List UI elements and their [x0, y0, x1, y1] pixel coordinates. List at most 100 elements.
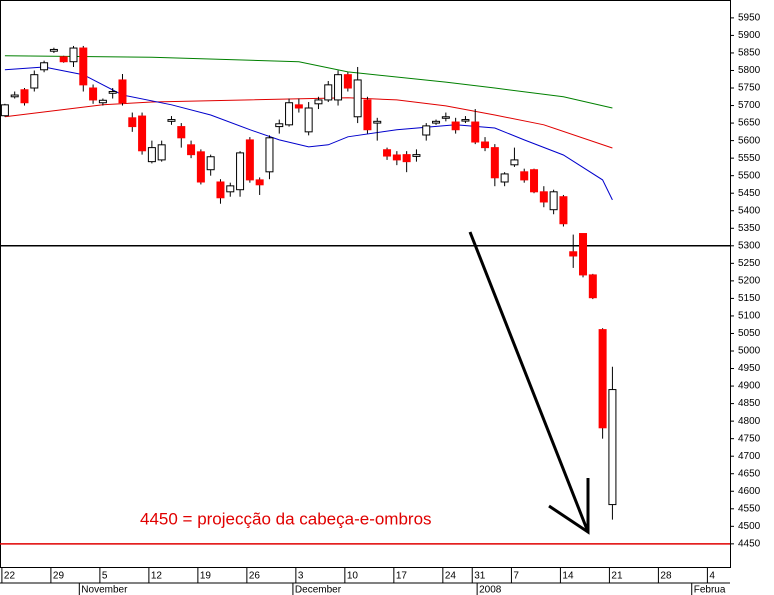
candle-body — [343, 74, 352, 89]
candle-body — [226, 185, 235, 193]
candle-body — [89, 87, 98, 101]
y-tick-label: 5050 — [738, 328, 761, 339]
candle-body — [510, 159, 519, 166]
candle-body — [314, 99, 323, 105]
y-tick-label: 5650 — [738, 118, 761, 129]
arrow-shaft — [468, 231, 590, 533]
candle-body — [147, 147, 156, 163]
candle-body — [471, 121, 480, 143]
x-tick-label: 17 — [396, 571, 408, 582]
candle-body — [304, 107, 313, 133]
y-tick-label: 4600 — [738, 486, 761, 497]
y-tick-label: 5000 — [738, 346, 761, 357]
y-tick-label: 5950 — [738, 13, 761, 24]
arrow-head — [548, 478, 590, 535]
candle-body — [275, 123, 284, 128]
candle-body — [69, 47, 78, 63]
candle-body — [481, 141, 490, 149]
plot-frame — [0, 0, 731, 568]
candle-body — [412, 154, 421, 157]
month-label: November — [81, 585, 128, 595]
candle-body — [432, 120, 441, 124]
y-tick-label: 4700 — [738, 451, 761, 462]
x-tick-label: 21 — [611, 571, 623, 582]
candle-body — [118, 79, 127, 104]
x-tick-label: 14 — [562, 571, 574, 582]
candle-body — [108, 91, 117, 94]
candle-body — [255, 179, 264, 186]
x-tick-label: 28 — [660, 571, 672, 582]
candle-body — [392, 154, 401, 161]
y-tick-label: 5500 — [738, 170, 761, 181]
candle-body — [588, 274, 597, 299]
x-tick-label: 19 — [200, 571, 212, 582]
x-tick-label: 31 — [474, 571, 486, 582]
candle-body — [441, 116, 450, 119]
candle-body — [422, 125, 431, 136]
x-tick-label: 7 — [513, 571, 519, 582]
month-label: 2008 — [479, 585, 502, 595]
candle-body — [373, 120, 382, 124]
y-tick-label: 5400 — [738, 205, 761, 216]
candle-body — [490, 147, 499, 179]
candle-body — [579, 233, 588, 276]
candle-body — [20, 89, 29, 104]
y-tick-label: 4500 — [738, 521, 761, 532]
y-tick-label: 5600 — [738, 135, 761, 146]
y-tick-label: 5800 — [738, 65, 761, 76]
candle-body — [128, 117, 137, 128]
x-tick-label: 26 — [249, 571, 261, 582]
candle-body — [451, 121, 460, 131]
x-tick-label: 4 — [709, 571, 715, 582]
candle-body — [324, 84, 333, 101]
y-tick-label: 4650 — [738, 468, 761, 479]
y-tick-label: 5100 — [738, 311, 761, 322]
y-tick-label: 5700 — [738, 100, 761, 111]
candle-body — [187, 144, 196, 156]
moving-average — [4, 55, 613, 109]
y-tick-label: 4950 — [738, 363, 761, 374]
candle-body — [265, 137, 274, 173]
y-tick-label: 5900 — [738, 30, 761, 41]
y-tick-label: 5350 — [738, 223, 761, 234]
candle-body — [98, 99, 107, 104]
candle-body — [138, 115, 147, 152]
candle-body — [245, 139, 254, 181]
candle-body — [59, 56, 68, 63]
candle-body — [402, 154, 411, 163]
candle-body — [569, 251, 578, 257]
candle-body — [383, 149, 392, 157]
y-tick-label: 4800 — [738, 416, 761, 427]
y-tick-label: 5300 — [738, 240, 761, 251]
x-tick-label: 22 — [4, 571, 16, 582]
y-tick-label: 5150 — [738, 293, 761, 304]
candle-body — [49, 48, 58, 52]
candle-body — [461, 119, 470, 122]
candle-body — [294, 104, 303, 109]
candle-body — [363, 99, 372, 131]
y-tick-label: 5250 — [738, 258, 761, 269]
candle-body — [157, 144, 166, 161]
candle-body — [196, 151, 205, 183]
x-tick-label: 24 — [445, 571, 457, 582]
y-tick-label: 5750 — [738, 83, 761, 94]
y-tick-label: 4450 — [738, 538, 761, 549]
candle-body — [206, 156, 215, 171]
candle-body — [598, 329, 607, 429]
candle-body — [10, 94, 19, 98]
candle-body — [530, 169, 539, 193]
candle-body — [353, 79, 362, 118]
candle-body — [216, 181, 225, 199]
y-tick-label: 4900 — [738, 381, 761, 392]
candle-body — [79, 47, 88, 86]
y-tick-label: 4850 — [738, 398, 761, 409]
month-label: December — [295, 585, 342, 595]
candle-body — [549, 191, 558, 211]
candle-body — [177, 126, 186, 139]
candle-body — [40, 62, 49, 71]
month-label: Februa — [694, 585, 726, 595]
candle-body — [30, 74, 39, 89]
x-tick-label: 10 — [347, 571, 359, 582]
candle-body — [0, 104, 9, 117]
